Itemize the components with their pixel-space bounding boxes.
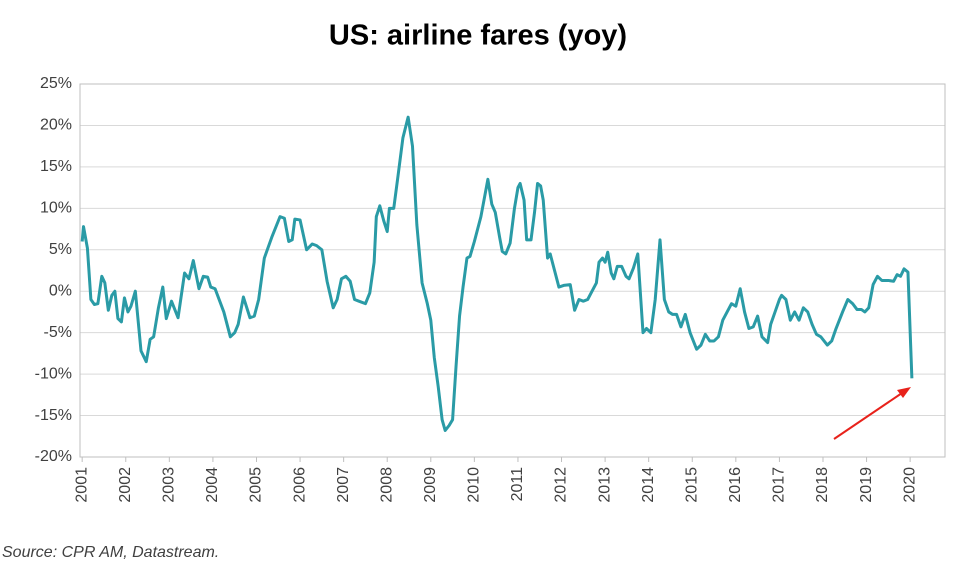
- y-tick-label: -20%: [35, 448, 72, 465]
- annotation-arrow: [833, 387, 911, 440]
- arrow-head: [897, 387, 911, 398]
- x-tick-label: 2008: [378, 467, 395, 503]
- x-tick-label: 2004: [204, 467, 221, 503]
- source-note: Source: CPR AM, Datastream.: [2, 544, 219, 561]
- y-tick-label: -5%: [44, 324, 72, 341]
- y-tick-label: -15%: [35, 407, 72, 424]
- y-tick-label: 25%: [40, 75, 72, 92]
- x-tick-label: 2020: [901, 467, 918, 503]
- y-tick-label: 15%: [40, 158, 72, 175]
- plot-area: -20% -15% -10% -5% 0% 5% 10% 15% 20% 25% 2001 2002 2…: [35, 75, 946, 503]
- y-tick-label: 10%: [40, 200, 72, 217]
- x-tick-label: 2017: [771, 467, 788, 503]
- x-tick-label: 2018: [814, 467, 831, 503]
- x-tick-label: 2006: [291, 467, 308, 503]
- arrow-shaft: [833, 392, 903, 440]
- x-tick-label: 2007: [335, 467, 352, 503]
- data-line: [80, 115, 914, 432]
- x-tick-label: 2013: [596, 467, 613, 503]
- x-tick-label: 2002: [117, 467, 134, 503]
- x-tick-label: 2003: [161, 467, 178, 503]
- x-tick-label: 2019: [858, 467, 875, 503]
- x-tick-label: 2010: [466, 467, 483, 503]
- chart-title: US: airline fares (yoy): [329, 20, 627, 52]
- x-tick-label: 2012: [553, 467, 570, 503]
- x-tick-label: 2014: [640, 467, 657, 503]
- x-tick-label: 2016: [727, 467, 744, 503]
- x-tick-label: 2011: [509, 467, 526, 502]
- x-tick-label: 2009: [422, 467, 439, 503]
- x-tick-label: 2015: [683, 467, 700, 503]
- x-tick-label: 2005: [248, 467, 265, 503]
- plot-border: [79, 83, 946, 458]
- y-tick-label: 20%: [40, 117, 72, 134]
- x-tick-label: 2001: [73, 467, 90, 503]
- y-tick-label: 5%: [49, 241, 72, 258]
- y-tick-label: 0%: [49, 282, 72, 299]
- y-tick-label: -10%: [35, 365, 72, 382]
